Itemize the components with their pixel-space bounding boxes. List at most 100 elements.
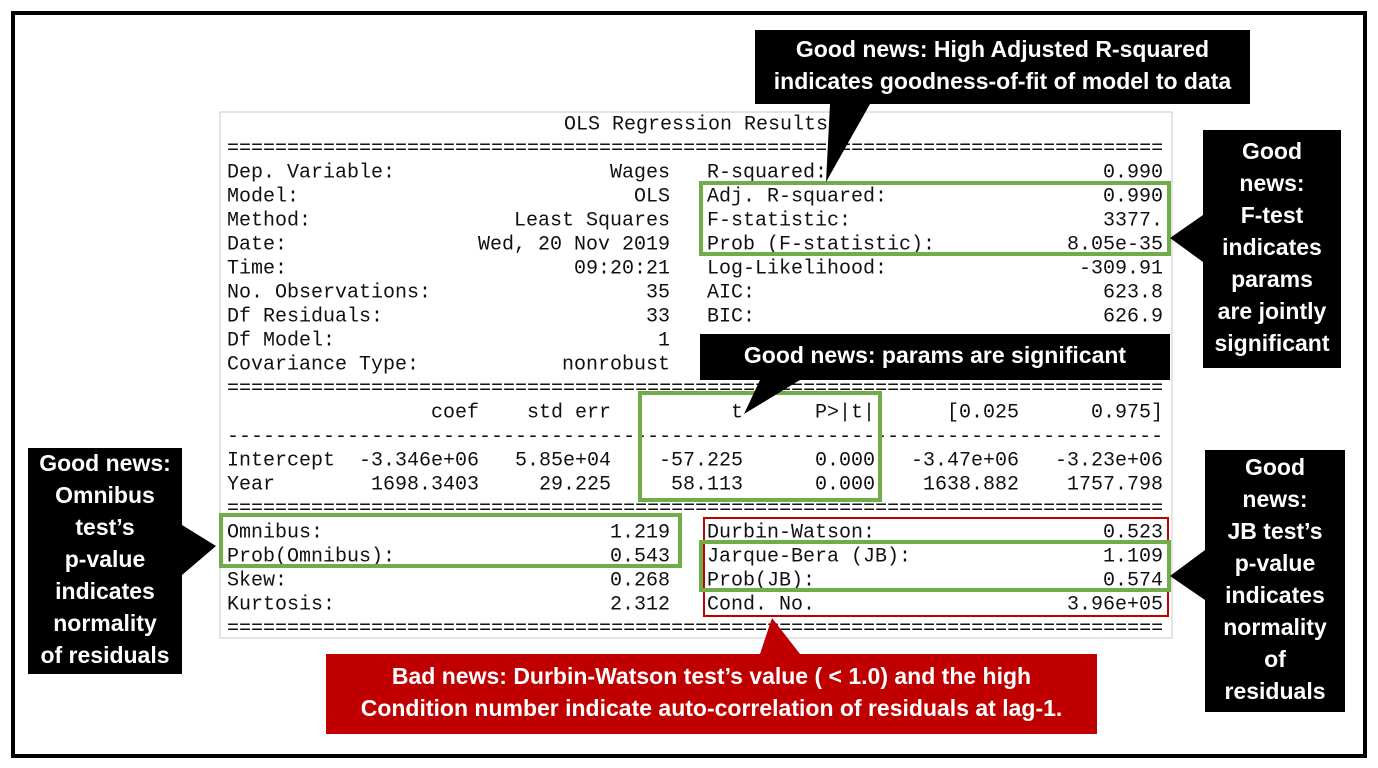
coef-cell: 1638.882 [923,473,1019,496]
callout-box [28,448,182,674]
coef-cell: 0.000 [815,449,875,472]
diagnostic-value: 0.268 [610,569,670,592]
callout-text: normality [53,610,157,636]
diagnostic-label: Durbin-Watson: [707,521,875,544]
diagnostic-value: 0.523 [1103,521,1163,544]
callout-text: indicates [1222,234,1322,260]
callout-text: Good [1242,138,1302,164]
model-info-label: Model: [227,185,299,208]
fit-stat-label: R-squared: [707,161,827,184]
column-header: coef [431,401,479,424]
pointer [182,525,216,575]
column-header: 0.975] [1091,401,1163,424]
fit-stat-value: 3377. [1103,209,1163,232]
model-info-label: Date: [227,233,287,256]
callout-text: Good news: [39,450,171,476]
callout-text: significant [1214,330,1329,356]
row-label: Intercept [227,449,335,472]
coef-cell: 58.113 [671,473,743,496]
callout-text: Good [1245,454,1305,480]
callout-box [1203,130,1341,368]
fit-stat-value: 0.990 [1103,185,1163,208]
fit-stat-label: Adj. R-squared: [707,185,887,208]
callout-text: Bad news: Durbin-Watson test’s value ( <… [392,663,1031,689]
fit-stat-value: -309.91 [1079,257,1163,280]
rule: ========================================… [227,617,1163,640]
callout-text: indicates [1225,582,1325,608]
rule: ----------------------------------------… [227,425,1163,448]
model-info-value: 1 [658,329,670,352]
callout-text: indicates goodness-of-fit of model to da… [774,68,1232,94]
pointer [1170,550,1205,600]
model-info-value: 35 [646,281,670,304]
callout-text: are jointly [1218,298,1327,324]
callout-text: Condition number indicate auto-correlati… [361,695,1063,721]
fit-stat-label: AIC: [707,281,755,304]
model-info-label: Time: [227,257,287,280]
callout-text: residuals [1225,678,1326,704]
callout-text: params [1231,266,1313,292]
diagnostic-label: Skew: [227,569,287,592]
highlight-box [219,513,682,568]
title: OLS Regression Results [564,113,828,136]
diagnostic-value: 1.109 [1103,545,1163,568]
callout-text: indicates [55,578,155,604]
diagnostic-value: 0.574 [1103,569,1163,592]
diagnostic-label: Jarque-Bera (JB): [707,545,911,568]
fit-stat-value: 626.9 [1103,305,1163,328]
model-info-value: Wed, 20 Nov 2019 [478,233,670,256]
coef-cell: 5.85e+04 [515,449,611,472]
callout-text: test’s [75,514,134,540]
pointer [760,618,800,654]
callout-box [1205,450,1345,712]
model-info-label: Covariance Type: [227,353,419,376]
diagnostic-label: Cond. No. [707,593,815,616]
coef-cell: 29.225 [539,473,611,496]
callout-text: JB test’s [1227,518,1322,544]
model-info-label: Df Model: [227,329,335,352]
fit-stat-label: BIC: [707,305,755,328]
diagnostic-label: Prob(Omnibus): [227,545,395,568]
model-info-label: Df Residuals: [227,305,383,328]
diagnostic-label: Prob(JB): [707,569,815,592]
model-info-value: Least Squares [514,209,670,232]
callout-text: normality [1223,614,1327,640]
coef-cell: 1757.798 [1067,473,1163,496]
diagnostic-value: 3.96e+05 [1067,593,1163,616]
model-info-value: OLS [634,185,670,208]
fit-stat-value: 8.05e-35 [1067,233,1163,256]
highlight-box [699,181,1171,256]
callout-text: of [1264,646,1286,672]
row-label: Year [227,473,275,496]
rule: ========================================… [227,377,1163,400]
model-info-label: No. Observations: [227,281,431,304]
diagnostic-label: Kurtosis: [227,593,335,616]
coef-cell: -3.47e+06 [911,449,1019,472]
diagnostic-value: 1.219 [610,521,670,544]
callout-text: p-value [1235,550,1316,576]
diagnostic-label: Omnibus: [227,521,323,544]
callout-text: p-value [65,546,146,572]
coef-cell: 1698.3403 [371,473,479,496]
fit-stat-label: Prob (F-statistic): [707,233,935,256]
column-header: t [731,401,743,424]
fit-stat-label: F-statistic: [707,209,851,232]
callout-box [700,334,1170,380]
fit-stat-value: 0.990 [1103,161,1163,184]
callout-text: of residuals [40,642,169,668]
coef-cell: -57.225 [659,449,743,472]
callout-text: Good news: params are significant [744,342,1126,368]
pointer [1170,215,1203,262]
callout-text: news: [1239,170,1304,196]
model-info-label: Dep. Variable: [227,161,395,184]
model-info-value: nonrobust [562,353,670,376]
rule: ========================================… [227,137,1163,160]
pointer [744,380,800,414]
fit-stat-value: 623.8 [1103,281,1163,304]
callout-box [326,654,1097,734]
column-header: [0.025 [947,401,1019,424]
callout-text: Good news: High Adjusted R-squared [796,36,1209,62]
diagnostic-value: 2.312 [610,593,670,616]
coef-cell: -3.23e+06 [1055,449,1163,472]
column-header: std err [527,401,611,424]
